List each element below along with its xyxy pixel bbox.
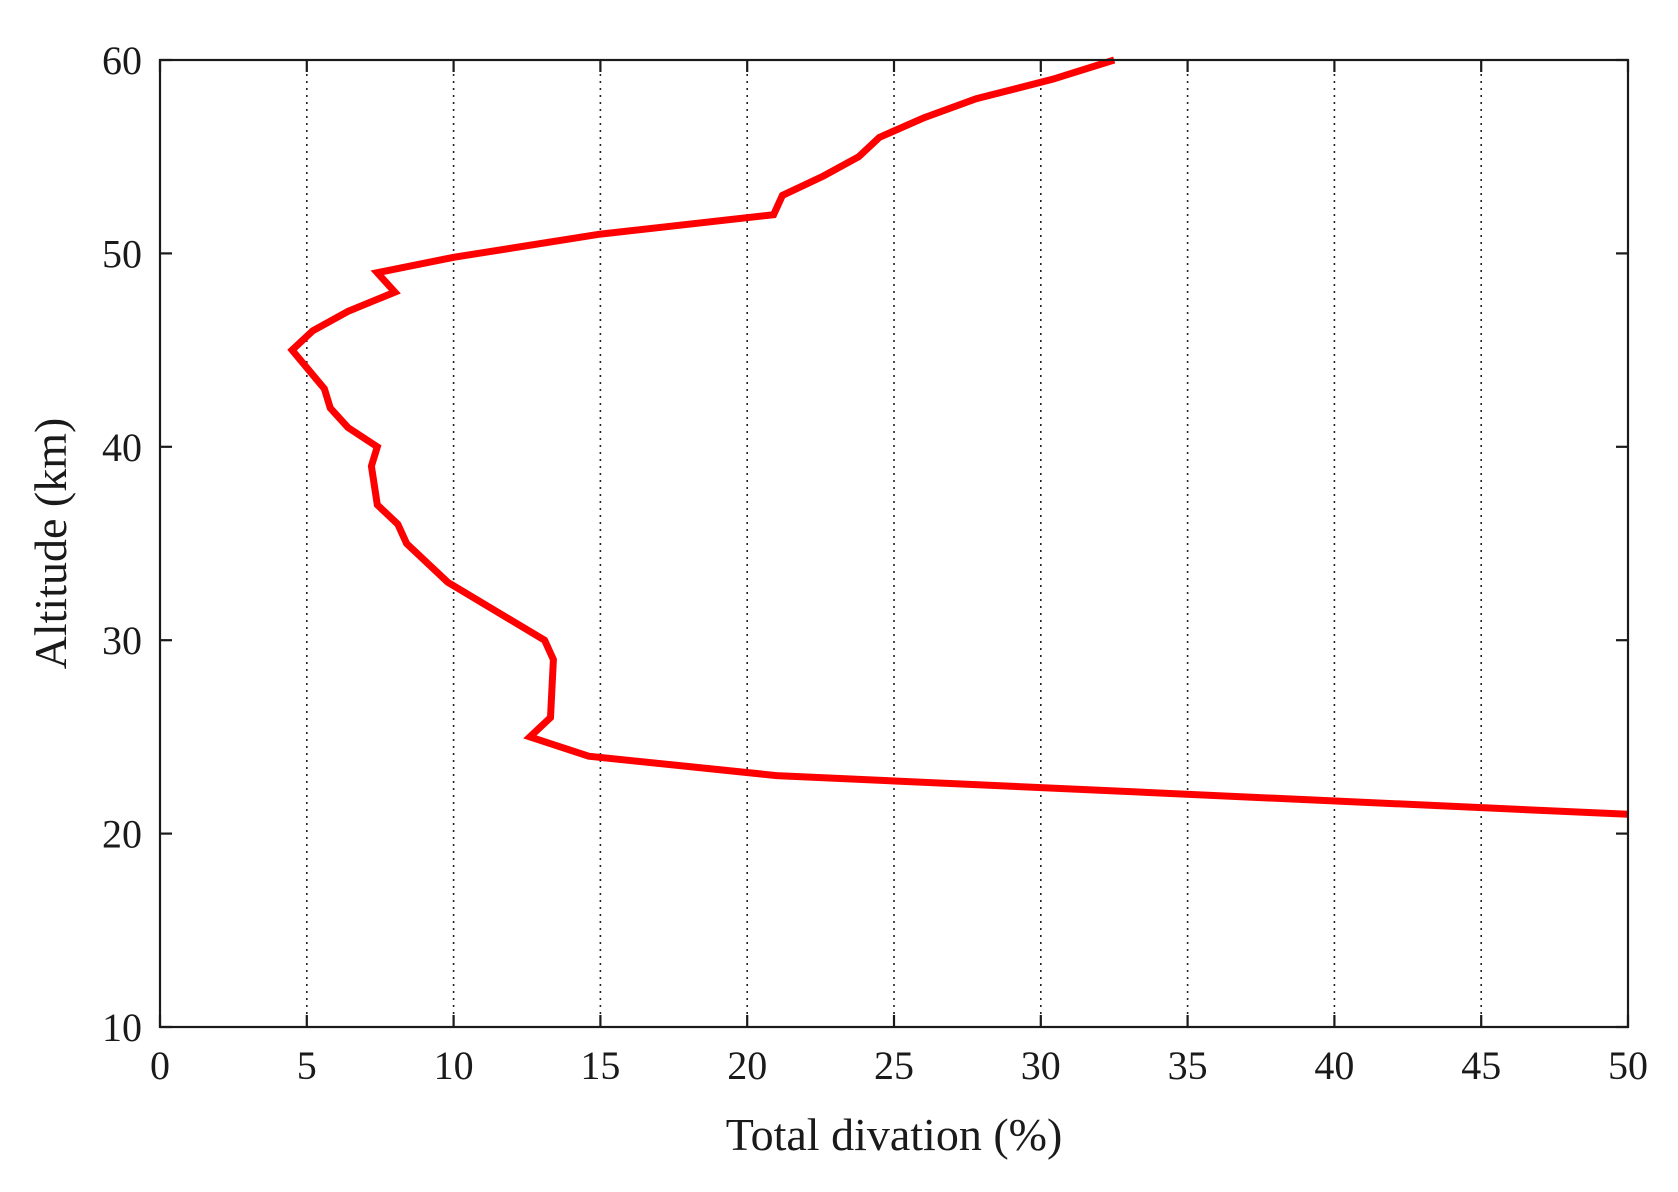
- x-tick-label-15: 15: [580, 1043, 620, 1088]
- x-tick-label-5: 5: [297, 1043, 317, 1088]
- x-tick-label-10: 10: [434, 1043, 474, 1088]
- y-tick-label-50: 50: [102, 231, 142, 276]
- x-tick-label-45: 45: [1461, 1043, 1501, 1088]
- x-tick-label-0: 0: [150, 1043, 170, 1088]
- y-tick-label-40: 40: [102, 425, 142, 470]
- grid-lines: [305, 60, 1482, 1027]
- x-tick-labels: 0 5 10 15 20 25 30 35 40 45 50: [150, 1043, 1648, 1088]
- y-tick-label-10: 10: [102, 1005, 142, 1050]
- x-tick-label-40: 40: [1314, 1043, 1354, 1088]
- x-tick-label-50: 50: [1608, 1043, 1648, 1088]
- x-axis-title: Total divation (%): [726, 1109, 1063, 1160]
- y-tick-label-20: 20: [102, 812, 142, 857]
- x-tick-label-25: 25: [874, 1043, 914, 1088]
- y-tick-label-60: 60: [102, 38, 142, 83]
- y-tick-label-30: 30: [102, 618, 142, 663]
- x-tick-label-30: 30: [1021, 1043, 1061, 1088]
- x-tick-label-35: 35: [1168, 1043, 1208, 1088]
- tick-marks: [158, 58, 1630, 1029]
- x-tick-label-20: 20: [727, 1043, 767, 1088]
- y-axis-title: Altitude (km): [25, 418, 76, 670]
- series-line-0: [287, 56, 1629, 818]
- series-layer: [287, 56, 1629, 818]
- y-tick-labels: 10 20 30 40 50 60: [102, 38, 142, 1050]
